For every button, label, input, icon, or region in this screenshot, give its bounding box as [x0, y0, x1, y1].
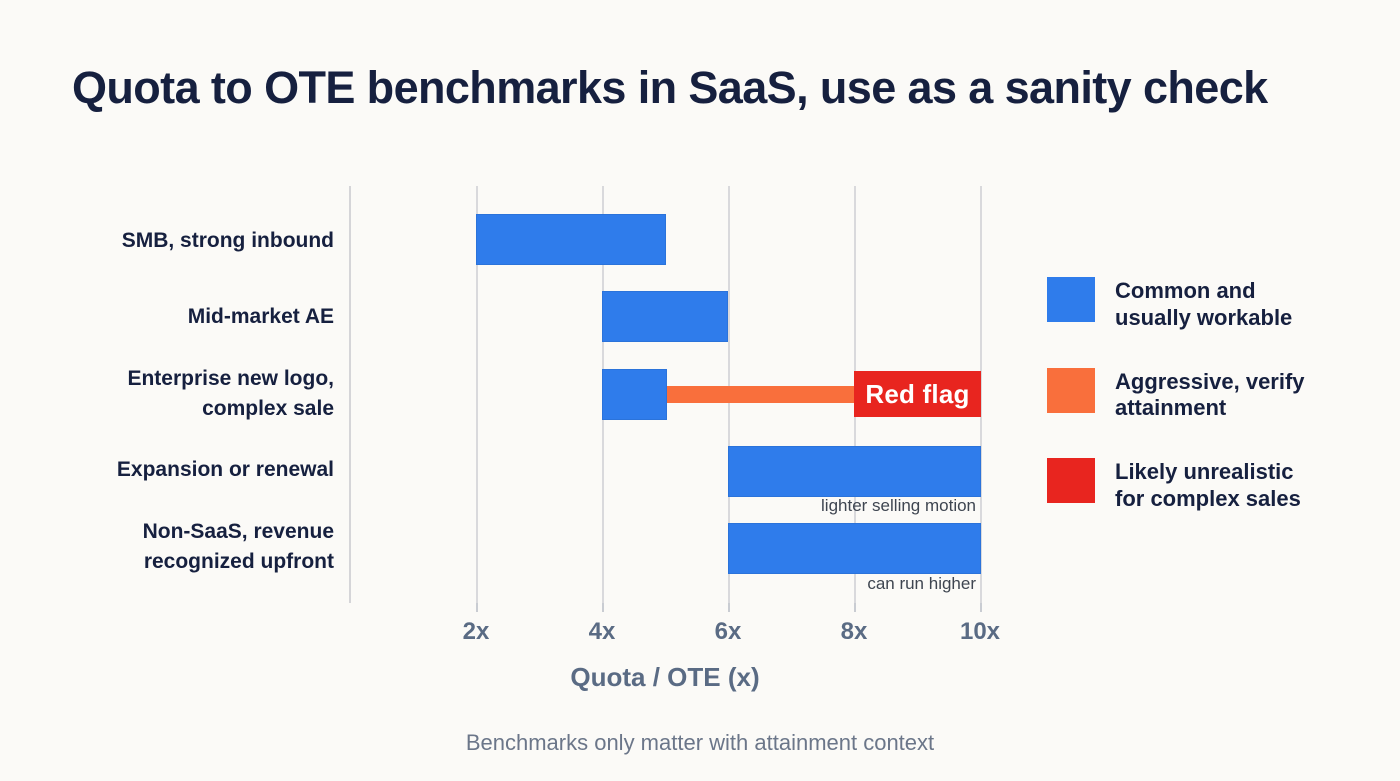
bar-smb[interactable]	[476, 214, 666, 265]
annotation-can-run-higher: can run higher	[867, 574, 976, 593]
x-tick-label-4x: 4x	[588, 618, 616, 645]
legend-swatch-orange-icon	[1047, 367, 1095, 413]
bar-midmarket[interactable]	[602, 291, 728, 342]
legend-label-aggressive-line2: attainment	[1115, 395, 1227, 421]
legend: Common and usually workable Aggressive, …	[1047, 277, 1377, 549]
category-label-expansion: Expansion or renewal	[117, 455, 334, 485]
bar-nonsaas[interactable]	[728, 523, 981, 574]
legend-item-aggressive[interactable]: Aggressive, verify attainment	[1047, 367, 1377, 423]
legend-item-common[interactable]: Common and usually workable	[1047, 277, 1377, 332]
tickmark-2x	[476, 603, 478, 612]
tickmark-6x	[728, 603, 730, 612]
legend-label-unrealistic-line2: for complex sales	[1115, 486, 1301, 512]
legend-label-aggressive: Aggressive, verify attainment	[1115, 368, 1305, 423]
tickmark-8x	[854, 603, 856, 612]
category-label-nonsaas-line1: Non-SaaS, revenue	[142, 520, 334, 543]
legend-label-common-line2: usually workable	[1115, 304, 1293, 330]
category-label-midmarket: Mid-market AE	[188, 302, 334, 332]
x-tick-label-8x: 8x	[840, 618, 868, 645]
x-tick-label-6x: 6x	[714, 618, 742, 645]
category-label-smb-line1: SMB, strong inbound	[121, 229, 334, 252]
annotation-lighter-selling-motion: lighter selling motion	[821, 496, 976, 515]
figure-caption: Benchmarks only matter with attainment c…	[465, 730, 935, 755]
category-label-nonsaas-line2: recognized upfront	[143, 549, 334, 573]
legend-label-aggressive-line1: Aggressive, verify	[1115, 368, 1305, 394]
tickmark-4x	[602, 603, 604, 612]
x-axis-title: Quota / OTE (x)	[570, 662, 760, 692]
bar-enterprise-redflag[interactable]: Red flag	[854, 371, 981, 417]
bar-expansion[interactable]	[728, 446, 981, 497]
bar-enterprise-common[interactable]	[602, 369, 667, 420]
category-label-midmarket-line1: Mid-market AE	[187, 305, 334, 328]
category-label-enterprise-line1: Enterprise new logo,	[127, 367, 334, 390]
legend-label-common: Common and usually workable	[1115, 277, 1292, 332]
legend-item-unrealistic[interactable]: Likely unrealistic for complex sales	[1047, 458, 1377, 513]
category-label-enterprise: Enterprise new logo, complex sale	[127, 364, 334, 424]
category-label-smb: SMB, strong inbound	[122, 226, 334, 256]
category-label-enterprise-line2: complex sale	[202, 396, 334, 420]
page-title: Quota to OTE benchmarks in SaaS, use as …	[72, 62, 1268, 113]
gridline-2x	[476, 186, 478, 603]
legend-label-unrealistic-line1: Likely unrealistic	[1115, 459, 1294, 485]
x-tick-label-10x: 10x	[959, 618, 1001, 645]
legend-label-common-line1: Common and	[1115, 278, 1256, 303]
legend-label-unrealistic: Likely unrealistic for complex sales	[1115, 458, 1301, 513]
legend-swatch-red-icon	[1047, 458, 1095, 504]
bar-enterprise-aggressive[interactable]	[667, 386, 854, 403]
y-axis-line	[349, 186, 351, 603]
legend-swatch-blue-icon	[1047, 277, 1095, 322]
tickmark-10x	[980, 603, 982, 612]
category-label-nonsaas: Non-SaaS, revenue recognized upfront	[143, 517, 334, 577]
category-label-expansion-line1: Expansion or renewal	[116, 458, 334, 481]
x-tick-label-2x: 2x	[462, 618, 490, 645]
